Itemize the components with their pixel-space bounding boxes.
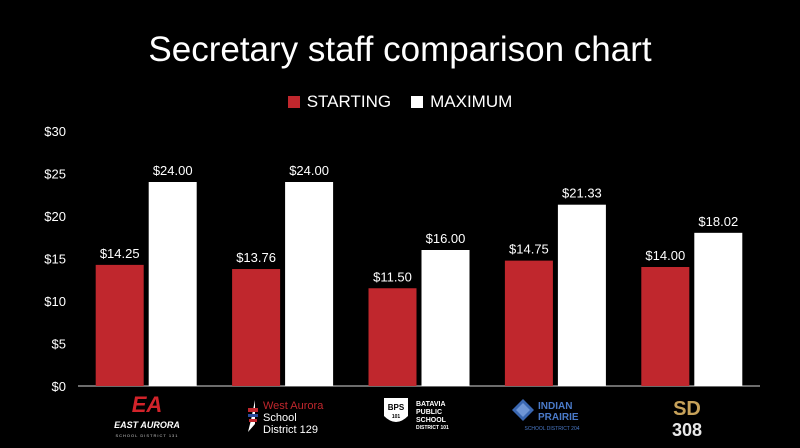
bar-maximum	[285, 182, 334, 386]
bar-maximum	[557, 204, 606, 386]
y-tick-label: $0	[52, 379, 66, 394]
data-label-starting: $14.75	[509, 242, 549, 257]
legend-label-maximum: MAXIMUM	[430, 92, 513, 111]
bar-maximum	[694, 232, 743, 386]
logo-sd308: SD 308	[672, 398, 702, 440]
logo-west-aurora: West Aurora School District 129	[248, 400, 324, 436]
logo-bps-line4: DISTRICT 101	[416, 425, 449, 431]
data-label-maximum: $16.00	[426, 231, 466, 246]
bar-group: $11.50 $16.00	[368, 231, 470, 386]
legend: STARTING MAXIMUM	[0, 92, 800, 112]
logo-wa-line1: West Aurora	[263, 400, 324, 412]
data-label-starting: $14.00	[645, 248, 685, 263]
legend-item-starting: STARTING	[287, 92, 392, 112]
logo-sd-bottom: 308	[672, 420, 702, 440]
bar-maximum	[421, 250, 470, 386]
logo-wa-line3: District 129	[263, 424, 318, 436]
bar-starting	[95, 264, 144, 386]
logo-ip-line2: PRAIRIE	[538, 412, 579, 423]
bar-starting	[504, 260, 553, 386]
bar-group: $14.75 $21.33	[504, 186, 606, 386]
bar-maximum	[148, 182, 197, 386]
logo-bps-badge: BPS	[388, 403, 405, 412]
y-tick-label: $30	[44, 124, 66, 139]
feather-icon	[248, 400, 258, 432]
logo-bps-line3: SCHOOL	[416, 417, 447, 424]
logo-sd-top: SD	[673, 398, 701, 420]
y-tick-label: $15	[44, 252, 66, 267]
data-label-starting: $13.76	[236, 250, 276, 265]
y-tick-label: $10	[44, 294, 66, 309]
y-tick-label: $20	[44, 209, 66, 224]
bar-starting	[368, 288, 417, 386]
chart-title: Secretary staff comparison chart	[148, 30, 652, 69]
bar-group: $13.76 $24.00	[232, 163, 334, 386]
y-axis: $0 $5 $10 $15 $20 $25 $30	[44, 124, 66, 394]
logo-wa-line2: School	[263, 412, 297, 424]
logo-east-aurora: EA EAST AURORA SCHOOL DISTRICT 131	[114, 392, 180, 438]
bar-starting	[641, 267, 690, 386]
bar-group: $14.25 $24.00	[95, 163, 197, 386]
logo-batavia: BPS 101 BATAVIA PUBLIC SCHOOL DISTRICT 1…	[384, 398, 449, 431]
logo-ip-line1: INDIAN	[538, 401, 572, 412]
legend-item-maximum: MAXIMUM	[411, 92, 512, 112]
logo-ea-sub: SCHOOL DISTRICT 131	[115, 433, 178, 438]
data-label-maximum: $21.33	[562, 186, 602, 201]
shield-icon	[384, 398, 408, 422]
logo-bps-badge-num: 101	[392, 414, 401, 420]
logo-indian-prairie: INDIAN PRAIRIE SCHOOL DISTRICT 204	[512, 399, 580, 432]
logo-ea-mark: EA	[132, 392, 163, 417]
bar-groups: $14.25 $24.00 $13.76 $24.00 $11.50 $16.00 $14.…	[95, 163, 743, 386]
logo-bps-line1: BATAVIA	[416, 401, 446, 408]
data-label-maximum: $18.02	[698, 214, 738, 229]
logo-bps-line2: PUBLIC	[416, 409, 442, 416]
y-tick-label: $5	[52, 337, 66, 352]
legend-swatch-maximum	[411, 96, 424, 108]
legend-label-starting: STARTING	[306, 92, 392, 111]
data-label-starting: $14.25	[100, 246, 140, 261]
logo-ip-sub: SCHOOL DISTRICT 204	[524, 426, 579, 432]
y-tick-label: $25	[44, 167, 66, 182]
legend-swatch-starting	[287, 96, 300, 108]
diamond-icon	[512, 399, 534, 421]
data-label-maximum: $24.00	[289, 163, 329, 178]
bar-starting	[232, 269, 281, 386]
bar-group: $14.00 $18.02	[641, 214, 743, 386]
logo-ea-name: EAST AURORA	[114, 420, 180, 430]
data-label-starting: $11.50	[373, 269, 412, 284]
data-label-maximum: $24.00	[153, 163, 193, 178]
